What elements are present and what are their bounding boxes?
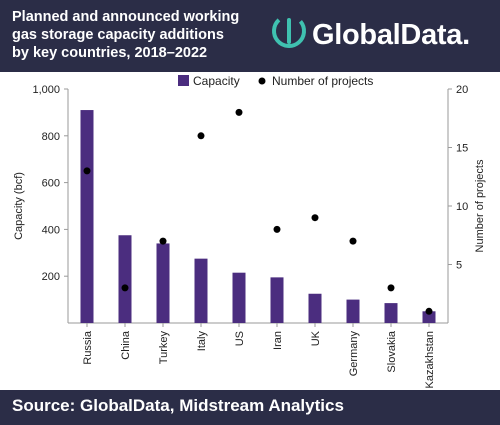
projects-dot: [273, 225, 281, 233]
bar: [156, 243, 170, 323]
x-tick-label: Russia: [82, 330, 94, 365]
projects-dot: [121, 284, 129, 292]
bar: [232, 272, 246, 323]
chart-area: 200 400 600 800 1,000 5 10 15 20 Capacity (bcf) Nu…: [0, 72, 500, 390]
y-tick-label: 800: [42, 131, 60, 143]
y-tick-label: 600: [42, 178, 60, 190]
legend-swatch-projects: [258, 77, 266, 85]
bar: [422, 311, 436, 323]
bar: [270, 277, 284, 323]
projects-dot: [83, 167, 91, 175]
bar: [80, 110, 94, 323]
y2-tick-label: 15: [456, 143, 468, 155]
x-tick-label: Kazakhstan: [424, 331, 436, 388]
y-tick-label: 200: [42, 271, 60, 283]
legend-label-projects: Number of projects: [272, 74, 373, 88]
x-tick-label: Germany: [348, 331, 360, 377]
x-tick-label: Slovakia: [386, 330, 398, 372]
chart-header: Planned and announced working gas storag…: [0, 0, 500, 72]
y-axis-title: Capacity (bcf): [13, 172, 25, 240]
chart-title-line-1: Planned and announced working: [12, 9, 240, 25]
projects-dot: [349, 237, 357, 245]
x-tick-label: UK: [310, 330, 322, 346]
chart-title-line-3: by key countries, 2018–2022: [12, 45, 208, 61]
chart-svg: 200 400 600 800 1,000 5 10 15 20 Capacity (bcf) Nu…: [13, 74, 486, 388]
source-footer: Source: GlobalData, Midstream Analytics: [0, 390, 500, 425]
x-tick-label: Iran: [272, 331, 284, 350]
y2-tick-label: 5: [456, 260, 462, 272]
projects-dot: [387, 284, 395, 292]
bar: [118, 235, 132, 323]
bar: [346, 299, 360, 323]
x-tick-label: Italy: [196, 331, 208, 352]
x-tick-label: China: [120, 330, 132, 360]
globaldata-logo: GlobalData.: [268, 10, 492, 60]
bar: [384, 303, 398, 323]
source-text: Source: GlobalData, Midstream Analytics: [12, 396, 344, 415]
globaldata-logo-text: GlobalData.: [312, 19, 470, 51]
x-tick-label: Turkey: [158, 331, 170, 365]
projects-dot: [311, 214, 319, 222]
projects-dot: [235, 108, 243, 116]
bar: [194, 258, 208, 323]
projects-dot: [197, 132, 205, 140]
projects-dot: [159, 237, 167, 245]
y2-tick-label: 20: [456, 84, 468, 96]
bar: [308, 293, 322, 323]
legend-swatch-capacity: [178, 75, 189, 86]
projects-dot: [425, 307, 433, 315]
y-tick-label: 400: [42, 224, 60, 236]
y2-tick-label: 10: [456, 201, 468, 213]
globaldata-logo-icon: [272, 14, 306, 48]
chart-title: Planned and announced working gas storag…: [12, 8, 262, 62]
y-tick-label: 1,000: [32, 84, 60, 96]
legend-label-capacity: Capacity: [193, 74, 240, 88]
chart-title-line-2: gas storage capacity additions: [12, 27, 224, 43]
y2-axis-title: Number of projects: [474, 159, 486, 252]
x-tick-label: US: [234, 331, 246, 346]
